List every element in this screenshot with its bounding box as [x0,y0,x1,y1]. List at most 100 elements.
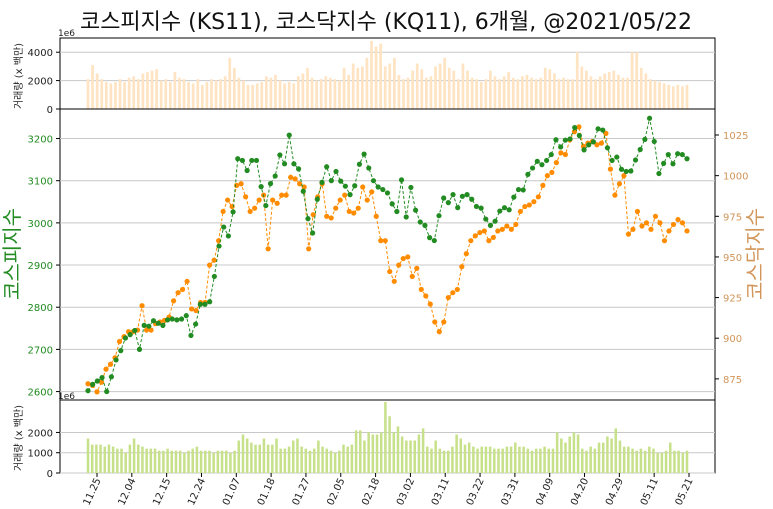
kospi-point [380,186,386,193]
kospi-point [670,161,676,167]
kospi-point [108,374,114,380]
kospi-point [422,222,428,228]
bottom-volume-ytick-label: 0 [47,469,53,480]
kospi-point [136,346,143,352]
x-tick-label: 12.24 [186,477,208,508]
kospi-point [609,157,615,164]
top-volume-bar [159,80,163,109]
kosdaq-point [526,202,532,208]
kospi-point [389,201,395,207]
kospi-point [464,192,470,198]
kosdaq-point [188,306,195,312]
top-volume-bar [196,79,200,109]
bottom-volume-bar [472,446,475,473]
kospi-point [581,147,587,153]
kospi-point [646,115,653,121]
bottom-volume-bar [187,450,190,473]
kosdaq-point [342,192,348,198]
bottom-volume-bar [530,450,534,473]
kospi-point [469,196,475,202]
x-tick-label: 03.11 [430,477,452,508]
bottom-volume-bar [664,450,668,473]
bottom-volume-bar [308,450,312,473]
kospi-point [436,213,442,219]
kosdaq-point [274,200,280,206]
kospi-point [412,207,419,213]
kospi-point [534,158,540,164]
kospi-point [614,154,620,160]
kospi-point [576,132,582,139]
top-volume-bar [365,57,369,109]
x-tick-label: 03.02 [395,477,417,508]
kosdaq-point [207,262,213,268]
kospi-ylabel: 코스피지수 [0,208,24,300]
bottom-volume-bar [162,450,165,473]
x-tick-label: 12.04 [116,477,138,508]
kosdaq-line [87,125,688,393]
top-volume-bar [333,79,337,109]
top-volume-bar [671,86,675,109]
kosdaq-point [463,251,469,257]
kosdaq-point [179,286,186,293]
bottom-volume-bar [145,448,148,473]
kosdaq-point [499,226,505,232]
top-volume-bar [603,73,607,109]
top-volume-bar [406,77,410,109]
kosdaq-point [396,262,402,268]
kospi-point [398,177,405,183]
top-volume-bar [95,73,99,109]
kosdaq-point [477,229,483,236]
bottom-volume-bar [430,448,433,473]
kosdaq-point [616,181,623,187]
top-volume-bar [658,82,661,109]
kospi-point [665,151,671,158]
bottom-volume-bar [480,446,484,473]
top-volume-bar [260,82,264,109]
bottom-volume-bar [392,432,396,473]
top-volume-bar [635,52,639,109]
kosdaq-point [445,294,451,301]
top-volume-bar [589,76,593,109]
kosdaq-point [607,166,614,172]
bottom-volume-bar [212,452,215,473]
top-volume-ylabel: 거래량 (x 백만) [13,43,25,109]
top-volume-bar [319,79,323,109]
kosdaq-point [598,140,605,146]
kospi-point [492,218,498,224]
bottom-volume-bar [170,450,174,473]
bottom-volume-ytick-label: 1000 [28,449,53,460]
top-volume-bar [594,79,597,109]
kospi-point [216,243,222,249]
kospi-point [160,322,166,328]
kosdaq-point [517,208,523,215]
top-volume-bar [461,63,465,109]
top-volume-bar [283,83,286,109]
bottom-volume-bar [442,450,446,473]
kosdaq-point [373,213,379,219]
top-volume-bar [447,67,451,109]
bottom-volume-bar [283,448,287,473]
bottom-volume-bar [178,450,182,473]
kosdaq-point [508,226,514,232]
top-volume-bar [466,70,469,109]
bottom-volume-bar [208,450,211,473]
bottom-volume-bar [509,446,513,473]
top-volume-ytick-label: 4000 [28,48,53,59]
kosdaq-point [247,208,253,215]
kospi-point [99,375,105,381]
kospi-point [562,137,568,143]
top-volume-bar [415,63,419,109]
kosdaq-point [103,366,109,372]
kosdaq-point [657,220,663,226]
kosdaq-point [666,228,672,234]
bottom-volume-multiplier: 1e6 [58,392,75,402]
kospi-ytick-label: 2600 [28,388,53,399]
bottom-volume-bar [149,448,153,473]
top-volume-bar [246,84,250,109]
kospi-point [520,187,526,193]
top-volume-bar [219,79,222,109]
bottom-volume-bar [367,432,370,473]
kospi-point [324,164,330,170]
top-volume-bar [667,84,671,109]
kospi-point [291,161,297,167]
